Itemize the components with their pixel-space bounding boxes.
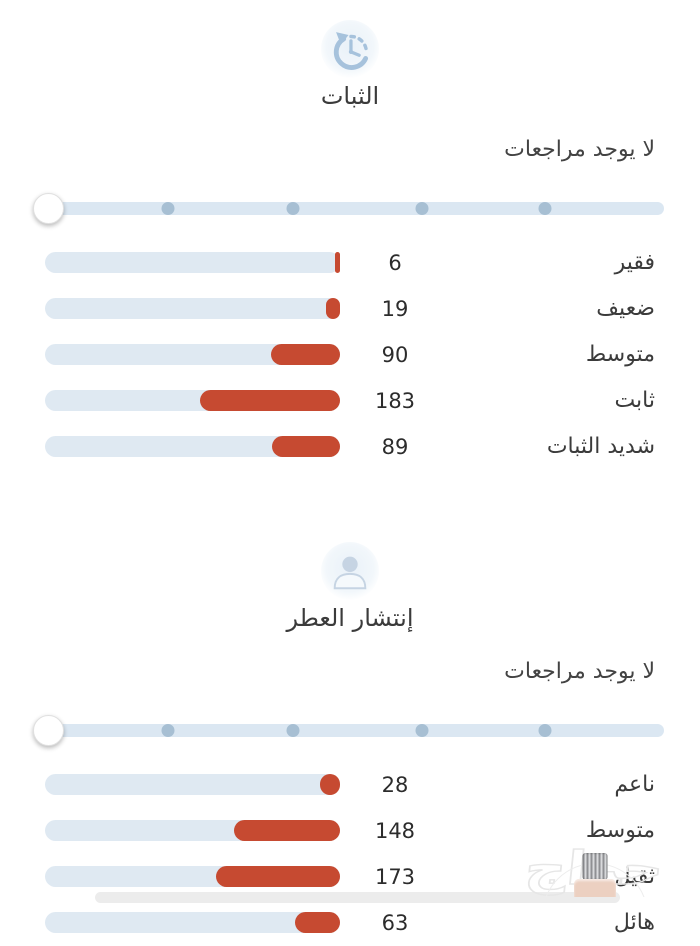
bar-label: ناعم: [614, 772, 655, 798]
bar-fill: [272, 436, 340, 458]
section-icon-wrap: [0, 0, 700, 78]
slider-step-dot[interactable]: [161, 723, 175, 737]
bar-label: ثقيل: [614, 864, 655, 890]
bar-value: 19: [381, 296, 409, 321]
bar-label: فقير: [614, 250, 655, 276]
bar-fill: [200, 390, 340, 412]
rating-bar-row: هائل 63: [0, 900, 700, 946]
bar-label: متوسط: [585, 818, 655, 844]
section-divider-space: [0, 470, 700, 522]
bar-track: [45, 436, 340, 458]
bar-fill: [216, 866, 340, 888]
section-sillage: إنتشار العطر لا يوجد مراجعات ناعم 28 متوسط…: [0, 522, 700, 946]
bar-value: 6: [388, 250, 402, 275]
history-clock-icon: [321, 20, 379, 78]
bar-fill: [319, 774, 340, 796]
rating-slider[interactable]: [33, 192, 664, 224]
bar-fill: [325, 298, 340, 320]
bar-label: شديد الثبات: [546, 434, 655, 460]
bar-track: [45, 298, 340, 320]
bar-track: [45, 866, 340, 888]
next-element-peek: [95, 892, 620, 903]
bar-fill: [271, 344, 340, 366]
bar-value: 28: [381, 772, 409, 797]
rating-bar-row: شديد الثبات 89: [0, 424, 700, 470]
slider-step-dot[interactable]: [415, 201, 429, 215]
slider-step-dot[interactable]: [286, 201, 300, 215]
bar-value: 63: [381, 910, 409, 935]
section-icon-wrap: [0, 522, 700, 600]
bar-track: [45, 344, 340, 366]
bar-track: [45, 774, 340, 796]
bar-value: 183: [374, 388, 416, 413]
rating-bar-row: متوسط 90: [0, 332, 700, 378]
slider-step-dot[interactable]: [538, 723, 552, 737]
bar-label: هائل: [613, 910, 655, 936]
section-longevity: الثبات لا يوجد مراجعات فقير 6 ضعيف 19 متوسط 9…: [0, 0, 700, 470]
bar-track: [45, 252, 340, 274]
slider-track[interactable]: [36, 201, 664, 215]
rating-bar-row: متوسط 148: [0, 808, 700, 854]
slider-thumb[interactable]: [33, 192, 64, 224]
bar-label: ضعيف: [596, 296, 655, 322]
rating-bars: ناعم 28 متوسط 148 ثقيل 173 هائل 63: [0, 762, 700, 946]
slider-thumb[interactable]: [33, 714, 64, 746]
rating-bar-row: ثقيل 173: [0, 854, 700, 900]
bar-fill: [294, 912, 340, 934]
bar-label: متوسط: [585, 342, 655, 368]
bar-value: 90: [381, 342, 409, 367]
section-title: إنتشار العطر: [286, 603, 414, 632]
no-reviews-label: لا يوجد مراجعات: [504, 136, 655, 162]
bar-value: 89: [381, 434, 409, 459]
rating-bars: فقير 6 ضعيف 19 متوسط 90 ثابت 183 شديد الثبات 89: [0, 240, 700, 470]
section-title: الثبات: [320, 82, 380, 110]
rating-bar-row: ناعم 28: [0, 762, 700, 808]
person-icon: [321, 541, 379, 600]
bar-fill: [335, 252, 340, 274]
bar-track: [45, 390, 340, 412]
rating-bar-row: ثابت 183: [0, 378, 700, 424]
bar-track: [45, 912, 340, 934]
slider-track[interactable]: [36, 723, 664, 737]
slider-step-dot[interactable]: [538, 201, 552, 215]
rating-bar-row: ضعيف 19: [0, 286, 700, 332]
bar-value: 173: [374, 864, 416, 889]
bar-label: ثابت: [614, 388, 655, 414]
bar-track: [45, 820, 340, 842]
rating-slider[interactable]: [33, 714, 664, 746]
rating-bar-row: فقير 6: [0, 240, 700, 286]
no-reviews-label: لا يوجد مراجعات: [504, 658, 655, 684]
slider-step-dot[interactable]: [161, 201, 175, 215]
slider-step-dot[interactable]: [286, 723, 300, 737]
slider-step-dot[interactable]: [415, 723, 429, 737]
bar-value: 148: [374, 818, 416, 843]
bar-fill: [234, 820, 340, 842]
